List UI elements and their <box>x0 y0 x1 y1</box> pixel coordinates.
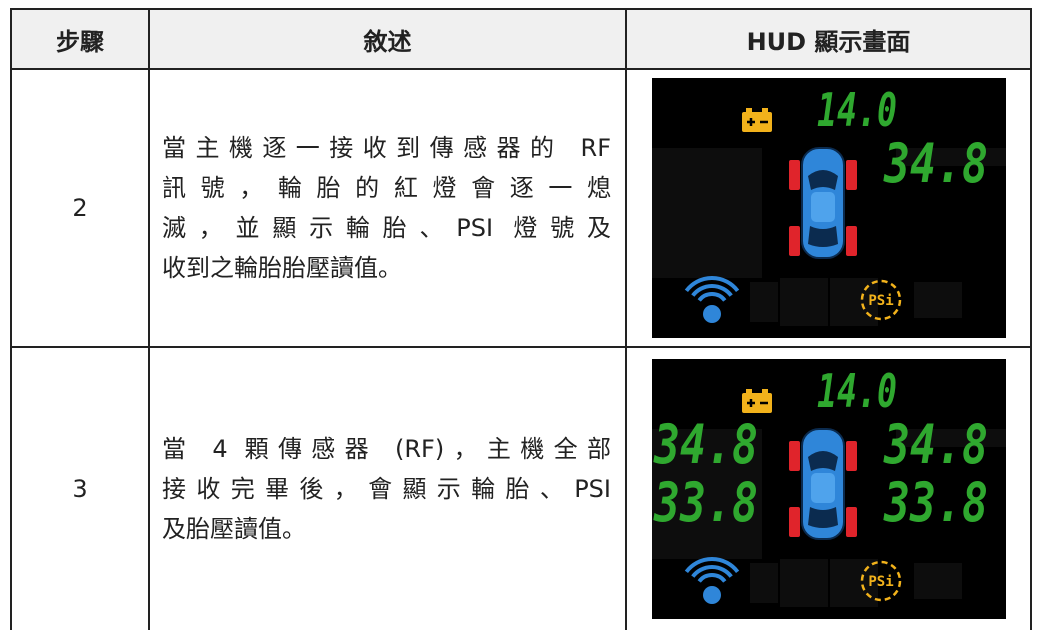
wifi-arc <box>697 292 726 302</box>
description-line: 當 4 顆傳感器 (RF)，主機全部 <box>162 435 611 463</box>
wifi-arc <box>697 573 726 583</box>
hud-segment-bg <box>779 278 828 326</box>
description-line: 訊號，輪胎的紅燈會逐一熄 <box>162 174 611 202</box>
wifi-dot <box>702 305 721 323</box>
description-line: 當主機逐一接收到傳感器的 RF <box>162 134 611 162</box>
table-row: 3 當 4 顆傳感器 (RF)，主機全部 接收完畢後，會顯示輪胎、PSI 及胎壓讀值。… <box>10 346 1032 630</box>
description-line: 接收完畢後，會顯示輪胎、PSI <box>162 475 611 503</box>
wifi-arc <box>690 565 733 578</box>
hud-segment-bg <box>913 563 962 599</box>
car-windshield <box>807 451 838 471</box>
wifi-arc <box>684 276 739 293</box>
tire-light <box>788 226 800 256</box>
tire-light <box>845 226 857 256</box>
hud-segment-bg <box>651 429 762 559</box>
description-line: 滅，並顯示輪胎、PSI 燈號及 <box>162 214 611 242</box>
hud-reading: 33.8 <box>883 471 988 534</box>
description-line: 及胎壓讀值。 <box>162 515 306 543</box>
hud-segment-bg <box>829 278 878 326</box>
tire-light <box>845 507 857 537</box>
tire-light <box>788 507 800 537</box>
battery-signs <box>746 399 768 407</box>
tire-light <box>788 441 800 471</box>
psi-ring <box>860 560 901 602</box>
hud-screen: 14.034.8 PSi <box>651 78 1006 338</box>
battery-terminal <box>745 389 752 393</box>
battery-signs <box>746 118 768 126</box>
hud-reading: 14.0 <box>817 83 897 137</box>
wifi-arc <box>684 557 739 574</box>
hud-segment-bg <box>913 282 962 318</box>
header-cell: 步驟 <box>10 8 150 70</box>
car-rear-window <box>807 507 838 528</box>
hud-segment-bg <box>895 148 1006 166</box>
header-cell: 敘述 <box>148 8 627 70</box>
psi-label: PSi <box>868 574 893 590</box>
car-windshield <box>807 170 838 190</box>
description-cell: 當主機逐一接收到傳感器的 RF 訊號，輪胎的紅燈會逐一熄 滅，並顯示輪胎、PSI 燈… <box>148 68 627 348</box>
psi-label: PSi <box>868 293 893 309</box>
battery-terminal <box>761 108 768 112</box>
hud-segment-bg <box>749 563 778 603</box>
hud-reading: 34.8 <box>883 413 988 476</box>
procedure-table: 步驟 敘述 HUD 顯示畫面 2 當主機逐一接收到傳感器的 RF 訊號，輪胎的紅燈會… <box>10 8 1032 630</box>
hud-segment-bg <box>829 559 878 607</box>
hud-segment-bg <box>895 429 1006 447</box>
hud-segment-bg <box>779 559 828 607</box>
hud-reading: 34.8 <box>883 132 988 195</box>
hud-cell: 14.0 34.8 PSi <box>625 68 1032 348</box>
description-cell: 當 4 顆傳感器 (RF)，主機全部 接收完畢後，會顯示輪胎、PSI 及胎壓讀值。 <box>148 346 627 630</box>
table-row: 2 當主機逐一接收到傳感器的 RF 訊號，輪胎的紅燈會逐一熄 滅，並顯示輪胎、PSI … <box>10 68 1032 348</box>
car-rear-window <box>807 226 838 247</box>
hud-reading: 34.8 <box>653 413 758 476</box>
tire-light <box>845 160 857 190</box>
table-body: 2 當主機逐一接收到傳感器的 RF 訊號，輪胎的紅燈會逐一熄 滅，並顯示輪胎、PSI … <box>10 68 1032 630</box>
hud-cell: 14.0 34.8 34.8 33.8 33.8 PSi <box>625 346 1032 630</box>
hud-reading: 33.8 <box>653 471 758 534</box>
battery-icon <box>741 112 772 132</box>
step-cell: 3 <box>10 346 150 630</box>
hud-segment-bg <box>749 282 778 322</box>
hud-segment-bg <box>651 148 762 278</box>
wifi-arc <box>690 284 733 297</box>
hud-reading: 14.0 <box>817 364 897 418</box>
header-row: 步驟 敘述 HUD 顯示畫面 <box>10 8 1032 70</box>
car-roof <box>810 473 835 503</box>
battery-terminal <box>745 108 752 112</box>
car-roof <box>810 192 835 222</box>
battery-icon <box>741 393 772 413</box>
description-line: 收到之輪胎胎壓讀值。 <box>162 254 402 282</box>
header-cell: HUD 顯示畫面 <box>625 8 1032 70</box>
wifi-dot <box>702 586 721 604</box>
battery-terminal <box>761 389 768 393</box>
step-cell: 2 <box>10 68 150 348</box>
tire-light <box>788 160 800 190</box>
tire-light <box>845 441 857 471</box>
psi-ring <box>860 279 901 321</box>
